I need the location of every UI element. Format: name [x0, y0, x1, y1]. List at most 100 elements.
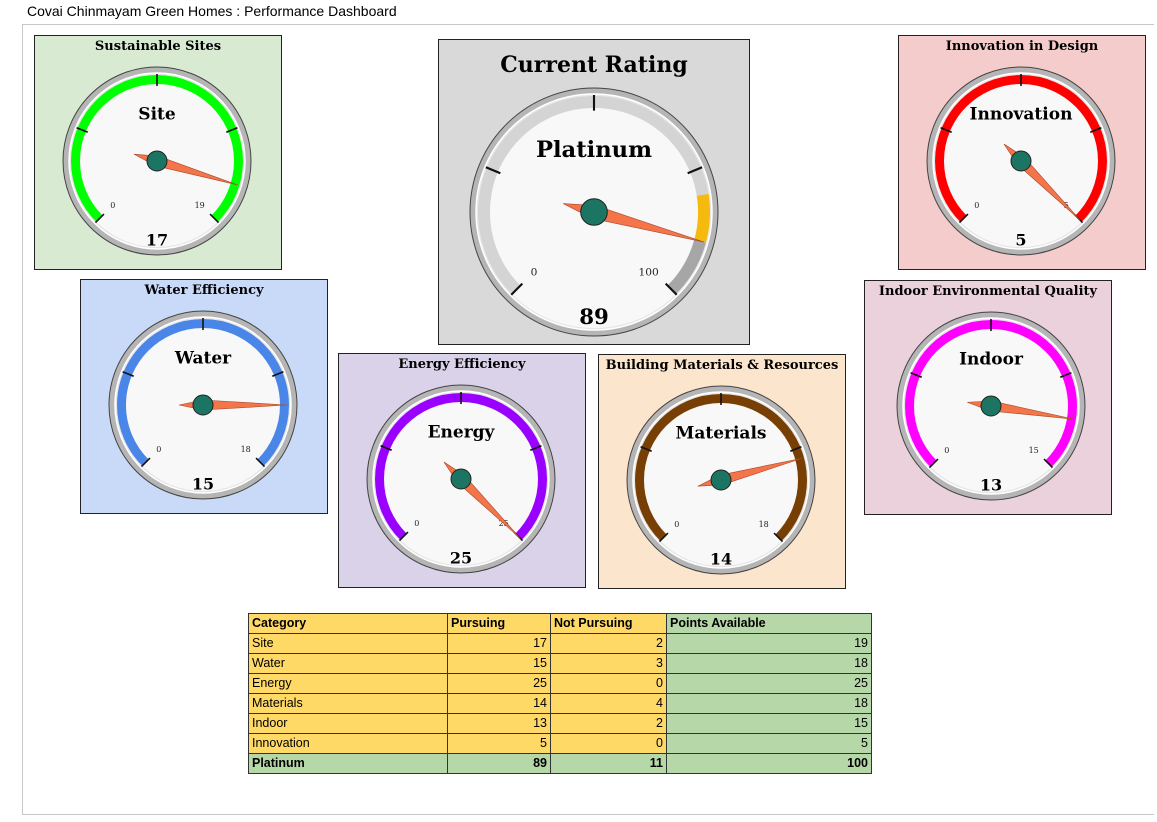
gauge-label: Indoor: [959, 350, 1024, 370]
cell-category: Materials: [248, 693, 448, 714]
gauge-svg: 0 19 Site 17: [62, 66, 252, 256]
gauge-band: [478, 95, 709, 295]
table-row: Innovation 5 0 5: [248, 733, 872, 754]
gauge-min-label: 0: [974, 201, 979, 210]
gauge-tick: [76, 126, 89, 134]
gauge-tick: [928, 458, 939, 469]
gauge-svg: 0 18 Water 15: [108, 310, 298, 500]
cell-points-available: 5: [666, 733, 872, 754]
panel-title: Sustainable Sites: [94, 39, 222, 54]
gauge-min-label: 0: [531, 265, 538, 278]
cell-pursuing: 17: [447, 633, 551, 654]
gauge-panel-materials: Building Materials & Resources 0 18 Materi…: [598, 354, 846, 589]
gauge-label: Site: [138, 105, 176, 125]
table-row: Energy 25 0 25: [248, 673, 872, 694]
gauge-value: 25: [450, 549, 472, 568]
gauge-tick: [940, 126, 953, 134]
gauge-tick: [658, 532, 669, 543]
gauge-svg: 05Innovation5: [926, 66, 1116, 256]
gauge-max-label: 19: [195, 201, 205, 210]
gauge-tick: [140, 457, 151, 468]
gauge-min-label: 0: [674, 520, 679, 529]
header-pursuing: Pursuing: [447, 613, 551, 634]
panel-title: Indoor Environmental Quality: [878, 284, 1098, 299]
gauge-tick: [271, 370, 284, 378]
table-row: Water 15 3 18: [248, 653, 872, 674]
cell-category: Site: [248, 633, 448, 654]
gauge-label: Energy: [428, 423, 496, 443]
panel-title: Energy Efficiency: [398, 357, 526, 372]
gauge-hub: [1010, 150, 1032, 172]
cell-not-pursuing: 2: [550, 633, 667, 654]
gauge-min-label: 0: [414, 519, 419, 528]
gauge-label: Innovation: [970, 105, 1073, 125]
gauge-tick: [773, 532, 784, 543]
cell-category: Indoor: [248, 713, 448, 734]
cell-not-pursuing: 0: [550, 673, 667, 694]
gauge-tick: [485, 166, 501, 175]
table-total-row: Platinum 89 11 100: [248, 753, 872, 774]
cell-total-not-pursuing: 11: [550, 753, 667, 774]
table-row: Site 17 2 19: [248, 633, 872, 654]
table-row: Indoor 13 2 15: [248, 713, 872, 734]
gauge-min-label: 0: [944, 446, 949, 455]
panel-title: Building Materials & Resources: [605, 358, 839, 373]
gauge-tick: [225, 126, 238, 134]
cell-pursuing: 15: [447, 653, 551, 674]
gauge-max-label: 15: [1029, 446, 1039, 455]
gauge-min-label: 0: [110, 201, 115, 210]
gauge-tick: [789, 445, 802, 453]
gauge-label: Water: [174, 349, 232, 369]
cell-total-category: Platinum: [248, 753, 448, 774]
table-header-row: Category Pursuing Not Pursuing Points Av…: [248, 613, 872, 634]
gauge-band: [667, 239, 706, 295]
table-row: Materials 14 4 18: [248, 693, 872, 714]
gauge-tick: [1059, 371, 1072, 379]
gauge-tick: [398, 531, 409, 542]
gauge-tick: [687, 166, 703, 175]
gauge-panel-current-rating: Current Rating 0 100 Platinum 89: [438, 39, 750, 345]
cell-points-available: 15: [666, 713, 872, 734]
points-table: Category Pursuing Not Pursuing Points Av…: [248, 613, 872, 774]
gauge-tick: [380, 444, 393, 452]
gauge-svg: 0 15 Indoor 13: [896, 311, 1086, 501]
gauge-max-label: 18: [241, 445, 251, 454]
cell-category: Energy: [248, 673, 448, 694]
gauge-tick: [910, 371, 923, 379]
gauge-svg: 025Energy25: [366, 384, 556, 574]
gauge-label: Platinum: [536, 137, 652, 163]
gauge-tick: [94, 213, 105, 224]
cell-total-points-available: 100: [666, 753, 872, 774]
cell-points-available: 18: [666, 653, 872, 674]
gauge-tick: [640, 445, 653, 453]
panel-title: Innovation in Design: [945, 39, 1099, 54]
gauge-tick: [958, 213, 969, 224]
gauge-panel-site: Sustainable Sites 0 19 Site 17: [34, 35, 282, 270]
gauge-label: Materials: [676, 424, 767, 444]
cell-total-pursuing: 89: [447, 753, 551, 774]
gauge-tick: [1043, 458, 1054, 469]
gauge-min-label: 0: [156, 445, 161, 454]
gauge-value: 15: [192, 475, 214, 494]
cell-points-available: 18: [666, 693, 872, 714]
gauge-tick: [122, 370, 135, 378]
gauge-max-label: 100: [638, 265, 659, 278]
gauge-max-label: 18: [759, 520, 769, 529]
panel-title: Water Efficiency: [144, 283, 264, 298]
cell-not-pursuing: 4: [550, 693, 667, 714]
cell-pursuing: 25: [447, 673, 551, 694]
cell-points-available: 25: [666, 673, 872, 694]
gauge-hub: [580, 198, 608, 226]
gauge-panel-water: Water Efficiency 0 18 Water 15: [80, 279, 328, 514]
dashboard-frame: [22, 24, 1154, 815]
gauge-value: 14: [710, 550, 732, 569]
cell-pursuing: 13: [447, 713, 551, 734]
cell-category: Water: [248, 653, 448, 674]
gauge-panel-indoor: Indoor Environmental Quality 0 15 Indoor 13: [864, 280, 1112, 515]
panel-title: Current Rating: [500, 52, 688, 78]
cell-pursuing: 14: [447, 693, 551, 714]
gauge-hub: [980, 395, 1002, 417]
cell-pursuing: 5: [447, 733, 551, 754]
gauge-value: 89: [579, 305, 609, 330]
gauge-value: 17: [146, 231, 168, 250]
